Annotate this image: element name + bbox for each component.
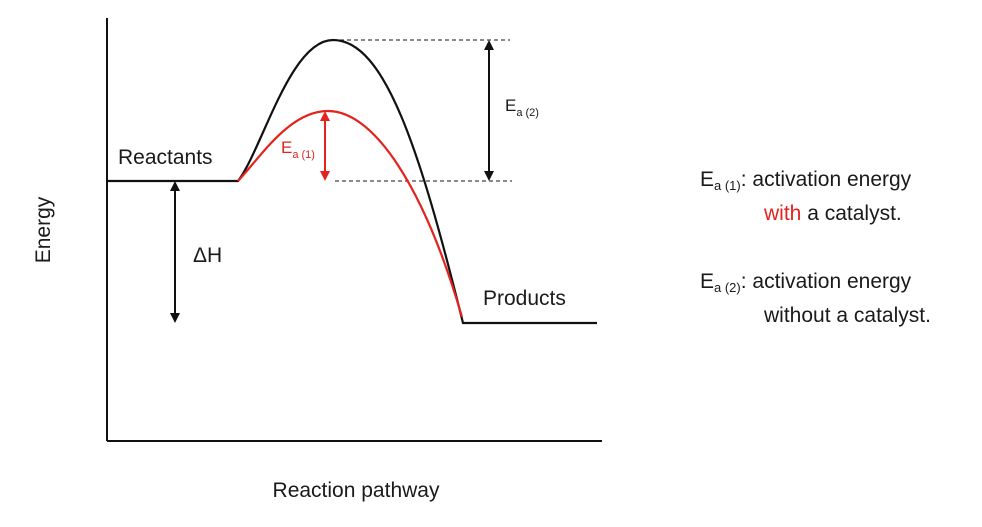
ea1-label: Ea (1) — [281, 138, 315, 161]
legend-ea1-symbol: E — [700, 168, 715, 191]
legend-ea1: Ea (1): activation energy with a catalys… — [700, 166, 911, 228]
legend-ea1-text1: : activation energy — [740, 168, 912, 191]
legend-ea1-text2: a catalyst. — [801, 202, 902, 225]
x-axis-label: Reaction pathway — [273, 479, 440, 502]
legend-ea1-sub: a (1) — [714, 178, 741, 193]
catalyzed-curve — [237, 109, 464, 318]
legend-ea1-line1: Ea (1): activation energy — [700, 166, 911, 200]
uncatalyzed-curve — [107, 38, 597, 325]
legend-ea2-line2: without a catalyst. — [700, 302, 931, 330]
legend-ea2-line1: Ea (2): activation energy — [700, 268, 931, 302]
legend-ea1-highlight: with — [764, 202, 802, 225]
reactants-label: Reactants — [118, 146, 213, 169]
legend-ea2-text1: : activation energy — [740, 270, 912, 293]
y-axis-label: Energy — [32, 196, 55, 263]
legend-ea2-symbol: E — [700, 270, 715, 293]
products-label: Products — [483, 287, 566, 310]
ea2-label: Ea (2) — [505, 96, 539, 119]
legend-ea2-sub: a (2) — [714, 280, 741, 295]
delta-h-label: ΔH — [193, 244, 222, 267]
legend-ea2: Ea (2): activation energy without a cata… — [700, 268, 931, 330]
legend-ea1-line2: with a catalyst. — [700, 200, 911, 228]
legend-ea2-text2: without a catalyst. — [764, 304, 931, 327]
